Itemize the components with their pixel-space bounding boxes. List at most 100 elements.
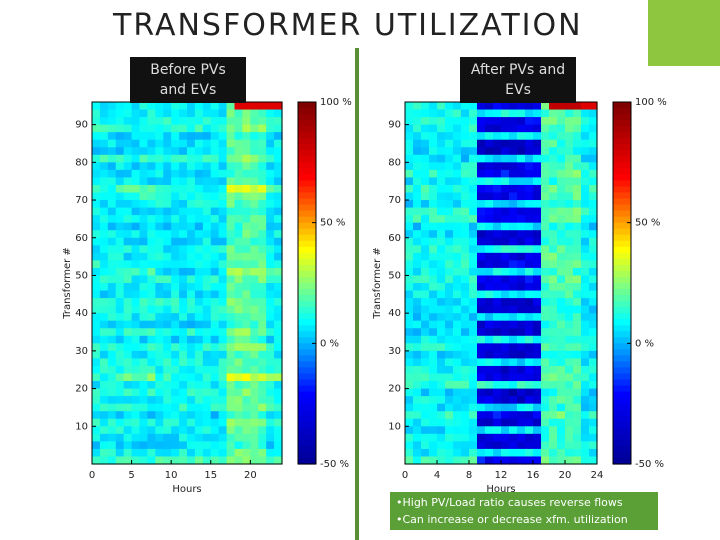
heatmap-cell bbox=[525, 169, 534, 179]
heatmap-cell bbox=[469, 350, 478, 360]
heatmap-cell bbox=[107, 373, 117, 382]
heatmap-cell bbox=[131, 388, 141, 397]
heatmap-cell bbox=[155, 124, 164, 133]
heatmap-cell bbox=[226, 298, 236, 307]
heatmap-cell bbox=[258, 215, 267, 224]
heatmap-cell bbox=[533, 124, 542, 133]
heatmap-cell bbox=[421, 215, 430, 224]
heatmap-cell bbox=[171, 177, 180, 186]
heatmap-cell bbox=[99, 102, 109, 111]
heatmap-cell bbox=[218, 388, 228, 397]
heatmap-cell bbox=[437, 448, 446, 458]
heatmap-cell bbox=[589, 350, 598, 360]
heatmap-cell bbox=[405, 252, 414, 261]
heatmap-cell bbox=[99, 267, 109, 277]
heatmap-cell bbox=[107, 215, 117, 224]
heatmap-cell bbox=[266, 335, 275, 344]
heatmap-cell bbox=[250, 162, 259, 171]
heatmap-cell bbox=[541, 215, 550, 224]
heatmap-cell bbox=[202, 433, 212, 442]
y-tick-label: 90 bbox=[388, 120, 401, 131]
heatmap-cell bbox=[92, 184, 101, 194]
heatmap-cell bbox=[541, 252, 550, 261]
heatmap-cell bbox=[485, 215, 494, 224]
heatmap-cell bbox=[485, 350, 494, 360]
heatmap-cell bbox=[413, 396, 422, 405]
heatmap-cell bbox=[461, 313, 470, 322]
heatmap-cell bbox=[485, 426, 494, 435]
heatmap-cell bbox=[565, 124, 574, 133]
heatmap-cell bbox=[461, 441, 470, 450]
heatmap-cell bbox=[123, 162, 133, 171]
heatmap-cell bbox=[274, 365, 283, 375]
heatmap-cell bbox=[123, 350, 133, 360]
heatmap-cell bbox=[123, 109, 133, 118]
heatmap-cell bbox=[509, 139, 518, 148]
colorbar-swatch bbox=[298, 258, 316, 266]
heatmap-cell bbox=[445, 154, 454, 163]
colorbar-swatch bbox=[298, 373, 316, 381]
heatmap-cell bbox=[179, 290, 188, 299]
heatmap-cell bbox=[171, 418, 180, 427]
heatmap-cell bbox=[485, 403, 494, 412]
heatmap-cell bbox=[437, 124, 446, 133]
heatmap-cell bbox=[501, 237, 510, 246]
heatmap-cell bbox=[139, 147, 149, 156]
heatmap-cell bbox=[242, 222, 251, 231]
heatmap-cell bbox=[493, 245, 502, 254]
heatmap-cell bbox=[501, 169, 510, 179]
heatmap-cell bbox=[163, 230, 172, 239]
heatmap-cell bbox=[461, 320, 470, 329]
heatmap-cell bbox=[557, 132, 566, 141]
heatmap-cell bbox=[565, 147, 574, 156]
heatmap-cell bbox=[139, 396, 149, 405]
heatmap-cell bbox=[266, 215, 275, 224]
heatmap-cell bbox=[147, 139, 156, 148]
heatmap-cell bbox=[179, 411, 188, 420]
heatmap-cell bbox=[501, 124, 510, 133]
heatmap-cell bbox=[469, 252, 478, 261]
heatmap-cell bbox=[453, 222, 462, 231]
heatmap-cell bbox=[557, 169, 566, 179]
heatmap-cell bbox=[453, 245, 462, 254]
heatmap-cell bbox=[437, 335, 446, 344]
heatmap-cell bbox=[179, 275, 188, 284]
heatmap-cell bbox=[171, 328, 180, 337]
heatmap-cell bbox=[250, 426, 259, 435]
heatmap-cell bbox=[461, 426, 470, 435]
y-tick-label: 60 bbox=[75, 233, 88, 244]
heatmap-cell bbox=[171, 154, 180, 163]
heatmap-cell bbox=[147, 283, 156, 292]
heatmap-cell bbox=[234, 192, 244, 201]
heatmap-cell bbox=[202, 418, 212, 427]
heatmap-cell bbox=[202, 169, 212, 179]
colorbar-swatch bbox=[298, 301, 316, 308]
heatmap-cell bbox=[107, 102, 117, 111]
heatmap-cell bbox=[107, 132, 117, 141]
heatmap-cell bbox=[131, 418, 141, 427]
heatmap-cell bbox=[565, 169, 574, 179]
heatmap-cell bbox=[429, 245, 438, 254]
heatmap-cell bbox=[581, 448, 590, 458]
heatmap-cell bbox=[405, 169, 414, 179]
heatmap-cell bbox=[266, 320, 275, 329]
heatmap-cell bbox=[445, 373, 454, 382]
heatmap-cell bbox=[573, 298, 582, 307]
heatmap-cell bbox=[589, 207, 598, 216]
heatmap-cell bbox=[421, 328, 430, 337]
heatmap-cell bbox=[115, 245, 125, 254]
heatmap-cell bbox=[589, 139, 598, 148]
heatmap-cell bbox=[115, 396, 125, 405]
heatmap-cell bbox=[274, 192, 283, 201]
heatmap-cell bbox=[485, 290, 494, 299]
heatmap-cell bbox=[131, 373, 141, 382]
heatmap-cell bbox=[187, 177, 196, 186]
heatmap-cell bbox=[147, 117, 156, 126]
heatmap-cell bbox=[218, 411, 228, 420]
heatmap-cell bbox=[501, 313, 510, 322]
heatmap-cell bbox=[421, 350, 430, 360]
heatmap-cell bbox=[445, 433, 454, 442]
heatmap-cell bbox=[445, 207, 454, 216]
colorbar-frame bbox=[612, 101, 632, 465]
heatmap-cell bbox=[123, 381, 133, 390]
